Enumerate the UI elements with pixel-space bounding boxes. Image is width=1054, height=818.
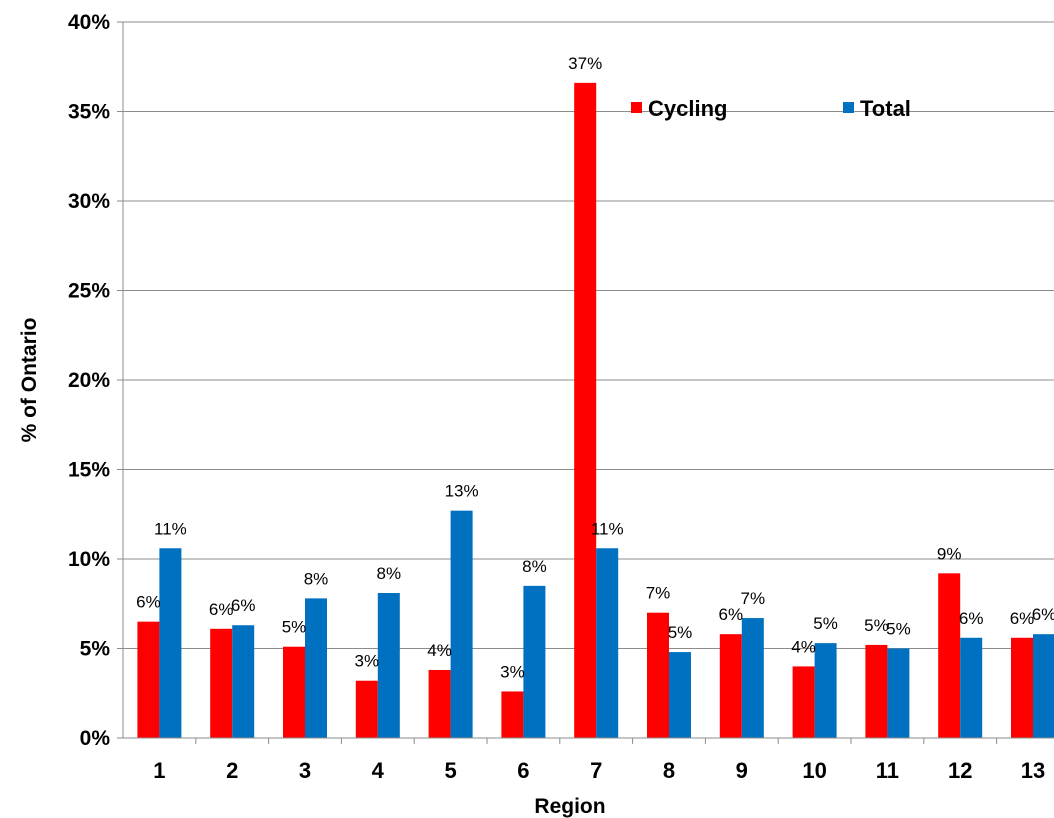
data-label-total-region-12: 6% [959,609,984,628]
bar-cycling-region-9 [719,634,742,738]
bar-total-region-11 [887,648,910,738]
bar-cycling-region-11 [865,644,888,738]
bar-cycling-region-13 [1011,637,1033,738]
bar-total-region-8 [669,652,691,738]
x-tick-label: 4 [372,758,385,783]
data-label-total-region-9: 7% [741,589,766,608]
x-tick-label: 6 [517,758,529,783]
bar-total-region-4 [377,593,400,738]
data-labels: 6% 6%5%3%4%3%37%7%6%4%5%9%6%11%6%8% 8%13%8… [136,54,1054,682]
bar-total-region-5 [450,510,473,738]
x-tick-label: 12 [948,758,972,783]
bar-total-region-7 [596,548,619,738]
y-tick-label: 35% [68,101,110,124]
data-label-total-region-6: 8% [522,557,547,576]
x-axis-title: Region [534,795,605,818]
bar-cycling-region-3 [283,646,305,738]
data-label-cycling-region-3: 5% [282,618,307,637]
bar-total-region-10 [814,643,837,738]
y-tick-label: 30% [68,190,110,213]
y-tick-label: 10% [68,548,110,571]
data-label-total-region-3: 8% [304,569,329,588]
legend-swatch-cycling [631,102,642,113]
data-label-total-region-4: 8% [377,564,402,583]
bar-cycling-region-12 [938,573,961,738]
data-label-cycling-region-4: 3% [355,652,380,671]
data-label-cycling-region-9: 6% [719,605,744,624]
y-tick-label: 25% [68,280,110,303]
data-label-cycling-region-12: 9% [937,544,962,563]
data-label-total-region-7: 11% [591,519,624,538]
legend-label-cycling: Cycling [648,96,727,121]
x-tick-labels: 1 2 3 4 5 6 7 8 9 10 11 12 13 [153,758,1045,783]
data-label-cycling-region-11: 5% [864,616,889,635]
data-label-cycling-region-7: 37% [568,54,602,73]
bar-total-region-9 [741,618,764,738]
bar-cycling-region-1 [137,621,160,738]
y-tick-label: 15% [68,459,110,482]
bar-total-region-12 [960,637,983,738]
legend: Cycling Total [631,96,911,121]
x-tick-label: 13 [1021,758,1045,783]
data-label-cycling-region-8: 7% [646,584,671,603]
data-label-cycling-region-6: 3% [500,662,525,681]
data-label-cycling-region-10: 4% [791,637,816,656]
bar-cycling-region-4 [355,680,378,738]
bar-total-region-2 [232,625,255,738]
y-tick-label: 20% [68,369,110,392]
bar-cycling-region-6 [501,691,524,738]
bar-cycling-region-2 [210,628,233,738]
data-label-total-region-8: 5% [668,623,693,642]
bar-total-region-6 [523,585,546,738]
x-tick-label: 8 [663,758,675,783]
data-label-total-region-2: 6% [231,596,256,615]
bar-total-region-13 [1033,634,1054,738]
bar-total-region-3 [305,598,327,738]
x-tick-label: 2 [226,758,238,783]
bar-total-region-1 [159,548,182,738]
x-tick-label: 3 [299,758,311,783]
x-tick-label: 10 [802,758,826,783]
y-tick-label: 5% [80,638,111,661]
bar-cycling-region-7 [574,82,597,739]
bar-cycling-region-5 [428,669,451,738]
data-label-cycling-region-5: 4% [427,641,452,660]
x-tick-label: 5 [444,758,456,783]
x-tick-label: 11 [876,758,899,783]
data-label-cycling-region-2: 6% [209,600,234,619]
data-label-cycling-region-1: 6% [136,593,161,612]
legend-label-total: Total [860,96,911,121]
data-label-total-region-13: 6% [1032,605,1054,624]
y-tick-labels: 0% 5% 10% 15% 20% 25% 30% 35% 40% [68,11,110,750]
data-label-cycling-region-13: 6% [1010,609,1035,628]
data-label-total-region-10: 5% [813,614,838,633]
data-label-total-region-5: 13% [445,482,479,501]
bars [137,82,1054,739]
axes [117,21,1054,744]
y-tick-label: 0% [80,727,111,750]
bar-cycling-region-8 [647,612,669,738]
bar-cycling-region-10 [792,666,815,738]
data-label-total-region-11: 5% [886,620,911,639]
data-label-total-region-1: 11% [154,519,187,538]
y-tick-label: 40% [68,11,110,34]
x-tick-label: 9 [736,758,748,783]
y-axis-title: % of Ontario [18,318,41,443]
legend-swatch-total [843,102,854,113]
x-tick-label: 1 [153,758,165,783]
x-tick-label: 7 [590,758,602,783]
